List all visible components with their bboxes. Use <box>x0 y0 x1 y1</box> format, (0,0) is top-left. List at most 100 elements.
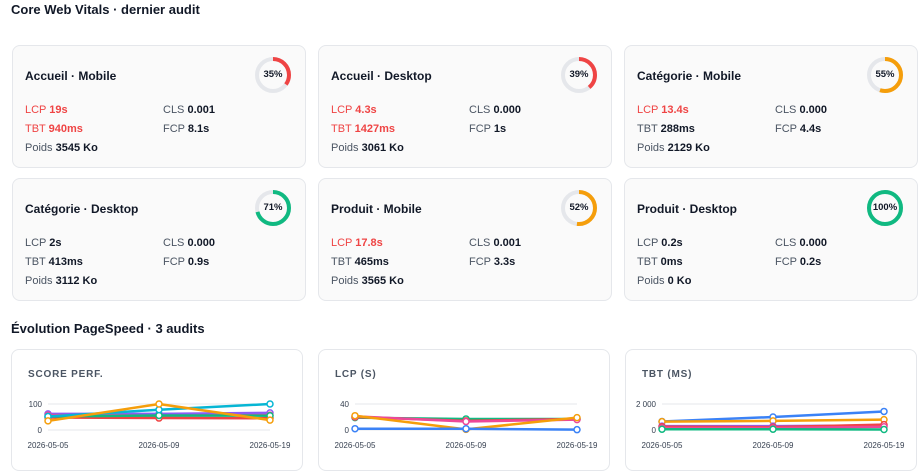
score-ring: 71% <box>254 189 292 227</box>
metric-cls: CLS 0.000 <box>775 104 827 116</box>
metric-label: FCP <box>163 123 185 135</box>
metric-label: Poids <box>637 275 665 287</box>
metric-label: LCP <box>25 237 47 249</box>
score-ring: 55% <box>866 56 904 94</box>
metric-label: Poids <box>637 142 665 154</box>
metric-value: 2129 Ko <box>667 142 710 154</box>
score-ring-progress <box>255 57 291 93</box>
metric-label: FCP <box>163 256 185 268</box>
y-tick-label: 2 000 <box>636 400 657 409</box>
card-title: Accueil · Desktop <box>331 69 432 83</box>
vitals-card: Accueil · Mobile 35% LCP 19s CLS 0.001 TBT 9… <box>12 45 306 168</box>
metric-label: FCP <box>469 256 491 268</box>
metric-label: TBT <box>331 123 352 135</box>
x-tick-label: 2026-05-09 <box>753 441 794 450</box>
score-value: 71% <box>263 202 283 213</box>
data-point <box>155 400 163 408</box>
metric-value: 413ms <box>48 256 83 268</box>
metric-tbt: TBT 288ms <box>637 123 695 135</box>
y-tick-label: 0 <box>345 426 350 435</box>
metric-value: 288ms <box>660 123 695 135</box>
metric-fcp: FCP 3.3s <box>469 256 515 268</box>
data-point <box>880 425 888 434</box>
score-ring-graphic <box>561 190 597 226</box>
score-ring-progress <box>867 190 903 226</box>
metric-fcp: FCP 1s <box>469 123 506 135</box>
metric-cls: CLS 0.001 <box>163 104 215 116</box>
metric-fcp: FCP 0.2s <box>775 256 821 268</box>
metric-tbt: TBT 1427ms <box>331 123 395 135</box>
metric-value: 0ms <box>660 256 683 268</box>
metric-lcp: LCP 17.8s <box>331 237 383 249</box>
metric-fcp: FCP 8.1s <box>163 123 209 135</box>
score-ring: 100% <box>866 189 904 227</box>
y-tick-label: 0 <box>38 426 43 435</box>
metric-value: 3565 Ko <box>361 275 404 287</box>
chart-plot: 0 40 2026-05-05 2026-05-09 2026-05-19 <box>335 400 598 450</box>
score-ring-graphic <box>255 57 291 93</box>
card-title: Catégorie · Mobile <box>637 69 742 83</box>
data-point <box>266 400 274 408</box>
metric-value: 0.000 <box>799 237 827 249</box>
score-ring-progress <box>255 190 291 226</box>
metric-value: 2s <box>49 237 62 249</box>
metric-value: 940ms <box>48 123 83 135</box>
x-tick-label: 2026-05-19 <box>864 441 905 450</box>
data-point <box>880 407 888 416</box>
score-ring-graphic <box>255 190 291 226</box>
metric-label: FCP <box>775 123 797 135</box>
x-tick-label: 2026-05-09 <box>139 441 180 450</box>
card-title: Catégorie · Desktop <box>25 202 139 216</box>
metric-value: 465ms <box>354 256 389 268</box>
chart-plot: 0 2 000 2026-05-05 2026-05-09 2026-05-19 <box>636 400 905 450</box>
vitals-card: Produit · Desktop 100% LCP 0.2s CLS 0.000 TB… <box>624 178 918 301</box>
metric-tbt: TBT 0ms <box>637 256 683 268</box>
metric-label: LCP <box>331 104 353 116</box>
metric-weight: Poids 3545 Ko <box>25 142 98 154</box>
metric-lcp: LCP 0.2s <box>637 237 683 249</box>
chart-title: TBT (MS) <box>642 369 693 380</box>
line-chart: TBT (MS) 0 2 000 2026-05-05 2026-05-09 2026-0… <box>625 349 917 471</box>
metric-label: TBT <box>637 123 658 135</box>
metric-lcp: LCP 4.3s <box>331 104 377 116</box>
y-tick-label: 0 <box>652 426 657 435</box>
x-tick-label: 2026-05-05 <box>642 441 683 450</box>
metric-label: Poids <box>25 275 53 287</box>
metric-value: 3.3s <box>493 256 516 268</box>
vitals-card: Catégorie · Desktop 71% LCP 2s CLS 0.000 TBT… <box>12 178 306 301</box>
data-point <box>266 416 274 424</box>
metric-label: FCP <box>469 123 491 135</box>
score-ring-graphic <box>867 190 903 226</box>
data-point <box>573 425 581 434</box>
metric-value: 0.001 <box>187 104 215 116</box>
metric-lcp: LCP 2s <box>25 237 62 249</box>
x-tick-label: 2026-05-05 <box>28 441 69 450</box>
score-ring-progress <box>867 57 903 93</box>
data-point <box>462 424 470 433</box>
metric-value: 3061 Ko <box>361 142 404 154</box>
score-ring: 39% <box>560 56 598 94</box>
card-title: Produit · Desktop <box>637 202 738 216</box>
metric-fcp: FCP 0.9s <box>163 256 209 268</box>
score-ring: 35% <box>254 56 292 94</box>
evolution-section-title: Évolution PageSpeed · 3 audits <box>11 321 205 336</box>
metric-label: TBT <box>25 123 46 135</box>
metric-value: 13.4s <box>661 104 689 116</box>
y-tick-label: 100 <box>29 400 43 409</box>
score-ring-progress <box>561 57 597 93</box>
metric-cls: CLS 0.000 <box>469 104 521 116</box>
vitals-card: Produit · Mobile 52% LCP 17.8s CLS 0.001 TBT… <box>318 178 612 301</box>
metric-label: CLS <box>163 104 185 116</box>
chart-plot: 0 100 2026-05-05 2026-05-09 2026-05-19 <box>28 400 291 450</box>
metric-tbt: TBT 413ms <box>25 256 83 268</box>
metric-cls: CLS 0.000 <box>163 237 215 249</box>
chart-title: LCP (S) <box>335 369 377 380</box>
metric-value: 8.1s <box>187 123 210 135</box>
metric-weight: Poids 3061 Ko <box>331 142 404 154</box>
score-value: 35% <box>263 69 283 80</box>
vitals-card: Catégorie · Mobile 55% LCP 13.4s CLS 0.000 T… <box>624 45 918 168</box>
vitals-card-grid: Accueil · Mobile 35% LCP 19s CLS 0.001 TBT 9… <box>12 45 918 301</box>
line-chart: SCORE PERF. 0 100 2026-05-05 2026-05-09 2026-… <box>11 349 303 471</box>
data-point <box>44 417 52 425</box>
metric-value: 0.000 <box>799 104 827 116</box>
